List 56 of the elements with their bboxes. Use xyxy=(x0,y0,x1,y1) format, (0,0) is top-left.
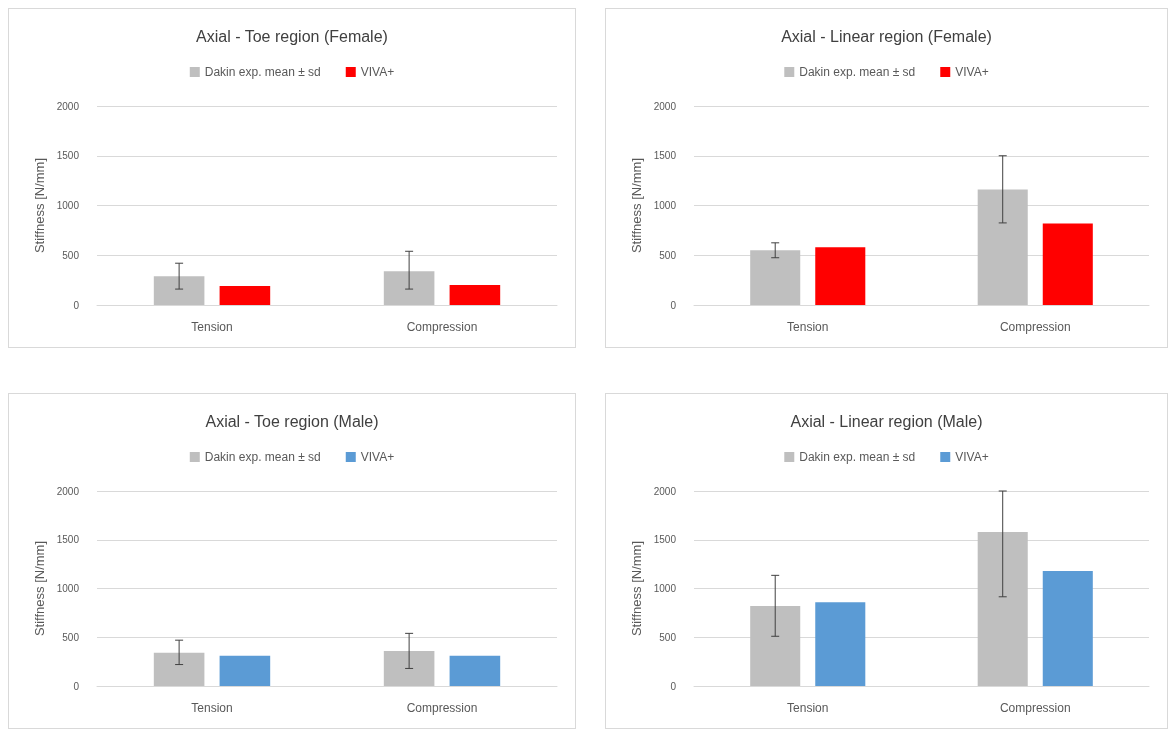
legend-label: VIVA+ xyxy=(360,450,395,464)
legend-label: VIVA+ xyxy=(360,65,395,79)
y-tick-label: 1000 xyxy=(56,200,80,211)
bar xyxy=(750,606,801,686)
bar xyxy=(219,286,271,305)
y-tick-label: 500 xyxy=(659,249,677,261)
y-tick-label: 500 xyxy=(659,631,677,643)
chart-title: Axial - Toe region (Male) xyxy=(205,412,379,430)
y-tick-label: 2000 xyxy=(56,100,80,112)
bar xyxy=(815,602,866,686)
y-tick-label: 0 xyxy=(73,299,80,311)
y-tick-label: 1500 xyxy=(56,534,80,546)
x-tick-label: Tension xyxy=(191,701,233,715)
bar xyxy=(383,271,435,305)
chart-title: Axial - Toe region (Female) xyxy=(196,27,388,45)
y-axis-title: Stiffness [N/mm] xyxy=(31,540,47,637)
x-tick-label: Compression xyxy=(999,320,1071,334)
y-tick-label: 1000 xyxy=(653,583,677,594)
bar xyxy=(977,531,1028,686)
bar xyxy=(750,250,801,305)
legend-label: Dakin exp. mean ± sd xyxy=(204,65,321,79)
x-tick-label: Compression xyxy=(999,701,1071,715)
bar xyxy=(1042,570,1093,686)
y-tick-label: 2000 xyxy=(56,485,80,497)
y-tick-label: 0 xyxy=(670,680,677,692)
bar xyxy=(153,276,205,305)
y-tick-label: 500 xyxy=(62,249,80,261)
x-tick-label: Tension xyxy=(191,320,233,334)
y-tick-label: 1500 xyxy=(653,150,677,162)
bar xyxy=(815,247,866,305)
y-tick-label: 0 xyxy=(670,299,677,311)
y-tick-label: 1500 xyxy=(56,150,80,162)
bar xyxy=(1042,223,1093,305)
legend-label: VIVA+ xyxy=(955,450,989,464)
bar xyxy=(449,285,501,305)
y-tick-label: 2000 xyxy=(653,485,677,497)
x-tick-label: Tension xyxy=(787,320,829,334)
legend-label: Dakin exp. mean ± sd xyxy=(204,450,321,464)
y-tick-label: 1000 xyxy=(56,583,80,594)
bar xyxy=(977,189,1028,305)
chart-title: Axial - Linear region (Female) xyxy=(781,27,992,45)
legend-label: VIVA+ xyxy=(955,65,989,79)
y-axis-title: Stiffness [N/mm] xyxy=(628,157,644,254)
y-axis-title: Stiffness [N/mm] xyxy=(628,540,644,637)
legend-label: Dakin exp. mean ± sd xyxy=(799,450,916,464)
x-tick-label: Tension xyxy=(787,701,829,715)
x-tick-label: Compression xyxy=(406,701,478,715)
chart-title: Axial - Linear region (Male) xyxy=(790,412,983,430)
y-tick-label: 500 xyxy=(62,631,80,643)
y-tick-label: 0 xyxy=(73,680,80,692)
y-axis-title: Stiffness [N/mm] xyxy=(31,157,47,254)
y-tick-label: 2000 xyxy=(653,100,677,112)
y-tick-label: 1500 xyxy=(653,534,677,546)
x-tick-label: Compression xyxy=(406,320,478,334)
y-tick-label: 1000 xyxy=(653,200,677,211)
legend-label: Dakin exp. mean ± sd xyxy=(799,65,916,79)
